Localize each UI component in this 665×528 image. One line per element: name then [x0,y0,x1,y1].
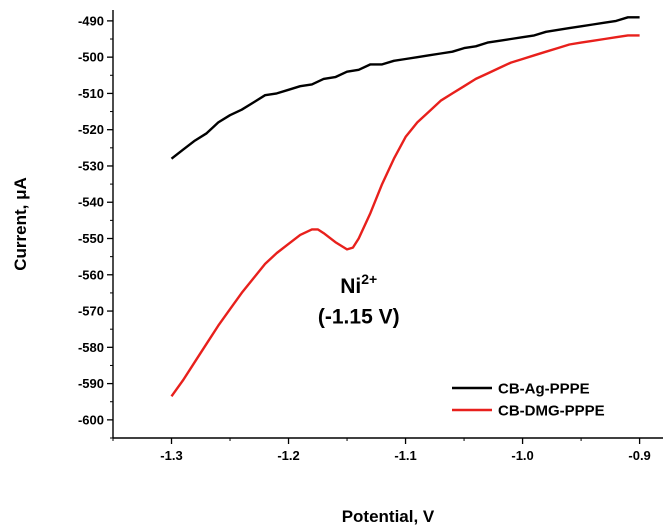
peak-annotation-potential: (-1.15 V) [318,306,400,329]
peak-annotation-label: Ni2+ [340,271,377,298]
y-tick-label: -510 [78,86,104,101]
series-line-cb-dmg-pppe [170,34,640,397]
peak-annotation-charge: 2+ [361,271,377,287]
x-tick-label: -1.3 [160,448,182,463]
annotation-layer: Ni2+ (-1.15 V) [318,271,400,329]
legend-label: CB-Ag-PPPE [498,381,590,398]
x-tick-label: -1.2 [277,448,299,463]
y-tick-label: -570 [78,304,104,319]
y-tick-label: -600 [78,412,104,427]
x-tick-label: -0.9 [628,448,650,463]
y-axis-title: Current, μA [11,177,30,271]
peak-annotation-ion: Ni [340,275,361,298]
y-axis: -490 -500 -510 -520 -530 -540 -550 -560 -570 -580… [78,13,113,439]
series-line-cb-ag-pppe [170,16,640,160]
series-layer [170,16,640,397]
x-tick-label: -1.1 [394,448,416,463]
y-tick-label: -520 [78,122,104,137]
y-tick-label: -540 [78,195,104,210]
y-tick-label: -500 [78,50,104,65]
legend-label: CB-DMG-PPPE [498,403,605,420]
y-tick-label: -530 [78,158,104,173]
plot-area [112,10,663,439]
x-axis: -1.3 -1.2 -1.1 -1.0 -0.9 [112,438,651,463]
x-axis-title: Potential, V [342,507,435,526]
y-tick-label: -490 [78,13,104,28]
y-tick-label: -580 [78,340,104,355]
y-tick-label: -550 [78,231,104,246]
legend: CB-Ag-PPPE CB-DMG-PPPE [452,381,605,420]
y-tick-label: -590 [78,376,104,391]
x-tick-label: -1.0 [511,448,533,463]
y-tick-label: -560 [78,267,104,282]
